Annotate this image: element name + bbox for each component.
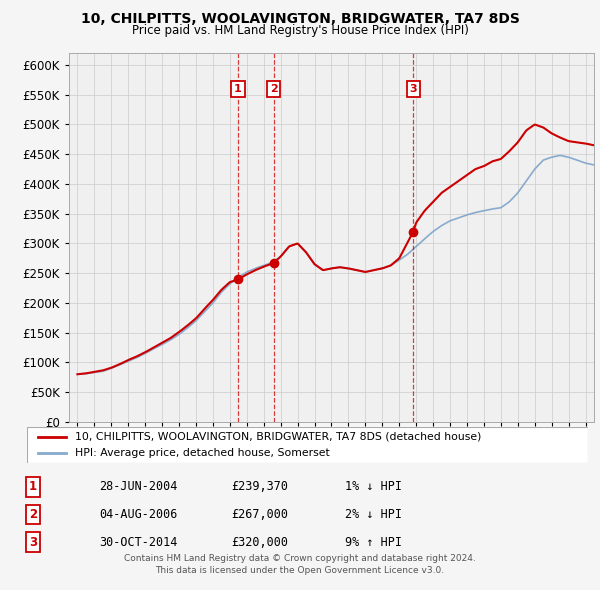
Text: £267,000: £267,000 bbox=[231, 508, 288, 521]
Text: 2: 2 bbox=[270, 84, 278, 94]
Text: 2: 2 bbox=[29, 508, 37, 521]
Text: 10, CHILPITTS, WOOLAVINGTON, BRIDGWATER, TA7 8DS (detached house): 10, CHILPITTS, WOOLAVINGTON, BRIDGWATER,… bbox=[74, 432, 481, 442]
Text: Price paid vs. HM Land Registry's House Price Index (HPI): Price paid vs. HM Land Registry's House … bbox=[131, 24, 469, 37]
Text: 1% ↓ HPI: 1% ↓ HPI bbox=[345, 480, 402, 493]
Text: 04-AUG-2006: 04-AUG-2006 bbox=[99, 508, 178, 521]
Text: HPI: Average price, detached house, Somerset: HPI: Average price, detached house, Some… bbox=[74, 448, 329, 458]
Text: £320,000: £320,000 bbox=[231, 536, 288, 549]
Text: 1: 1 bbox=[29, 480, 37, 493]
Text: 3: 3 bbox=[29, 536, 37, 549]
Text: £239,370: £239,370 bbox=[231, 480, 288, 493]
Text: 9% ↑ HPI: 9% ↑ HPI bbox=[345, 536, 402, 549]
Text: 1: 1 bbox=[234, 84, 242, 94]
Text: 28-JUN-2004: 28-JUN-2004 bbox=[99, 480, 178, 493]
FancyBboxPatch shape bbox=[27, 427, 588, 463]
Text: 3: 3 bbox=[409, 84, 417, 94]
Text: 30-OCT-2014: 30-OCT-2014 bbox=[99, 536, 178, 549]
Text: 10, CHILPITTS, WOOLAVINGTON, BRIDGWATER, TA7 8DS: 10, CHILPITTS, WOOLAVINGTON, BRIDGWATER,… bbox=[80, 12, 520, 26]
Text: 2% ↓ HPI: 2% ↓ HPI bbox=[345, 508, 402, 521]
Text: Contains HM Land Registry data © Crown copyright and database right 2024.
This d: Contains HM Land Registry data © Crown c… bbox=[124, 554, 476, 575]
